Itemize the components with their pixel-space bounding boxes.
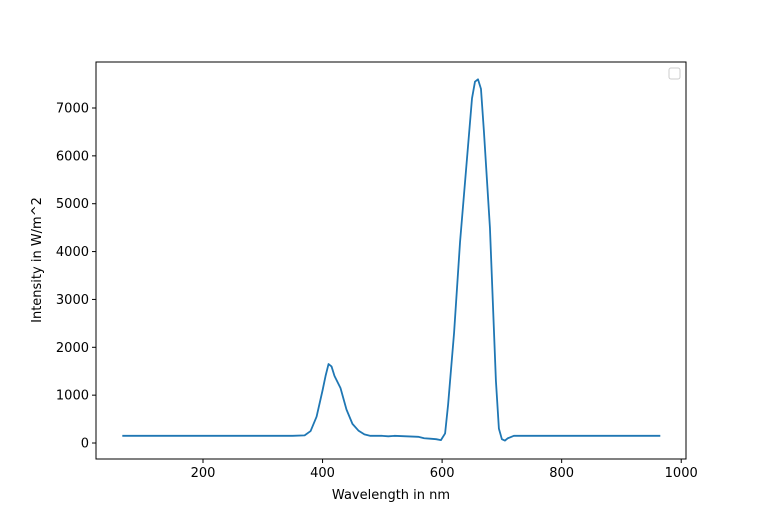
y-tick-label: 5000 (56, 197, 89, 212)
y-tick-label: 7000 (56, 101, 89, 116)
x-tick-label: 600 (430, 466, 455, 481)
y-tick-label: 4000 (56, 245, 89, 260)
y-tick-label: 1000 (56, 389, 89, 404)
plot-frame (95, 61, 687, 460)
x-axis-label: Wavelength in nm (332, 488, 450, 503)
legend-box (668, 67, 681, 80)
y-tick-label: 2000 (56, 341, 89, 356)
y-tick-label: 3000 (56, 293, 89, 308)
x-tick-label: 800 (549, 466, 574, 481)
y-axis-label: Intensity in W/m^2 (30, 197, 45, 323)
y-tick-label: 0 (81, 437, 89, 452)
x-tick-label: 1000 (665, 466, 698, 481)
x-tick-label: 200 (191, 466, 216, 481)
line (122, 78, 661, 442)
y-tick-label: 6000 (56, 149, 89, 164)
x-tick-label: 400 (310, 466, 335, 481)
